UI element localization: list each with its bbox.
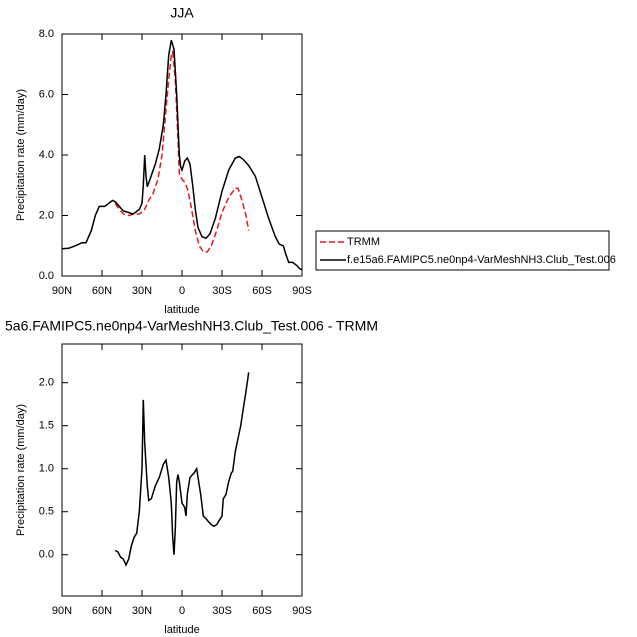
x-tick-label: 0 <box>179 285 185 297</box>
chart-title: JJA <box>170 5 194 21</box>
y-tick-label: 0.0 <box>39 270 54 282</box>
data-line <box>114 49 250 253</box>
legend-label: f.e15a6.FAMIPC5.ne0np4-VarMeshNH3.Club_T… <box>347 254 616 266</box>
y-tick-label: 1.5 <box>39 420 54 432</box>
x-tick-label: 30S <box>212 285 232 297</box>
x-axis-label: latitude <box>164 304 199 316</box>
y-tick-label: 8.0 <box>39 28 54 40</box>
y-tick-label: 1.0 <box>39 463 54 475</box>
y-axis-label: Precipitation rate (mm/day) <box>15 89 27 221</box>
legend-box <box>315 230 610 271</box>
x-tick-label: 60S <box>252 285 272 297</box>
chart-title: 5a6.FAMIPC5.ne0np4-VarMeshNH3.Club_Test.… <box>5 318 378 334</box>
plot-frame <box>61 343 303 597</box>
y-tick-label: 0.5 <box>39 506 54 518</box>
legend-label: TRMM <box>347 236 380 248</box>
y-tick-label: 2.0 <box>39 209 54 221</box>
y-axis-label: Precipitation rate (mm/day) <box>15 404 27 536</box>
y-tick-label: 6.0 <box>39 88 54 100</box>
data-line <box>61 39 303 271</box>
x-tick-label: 30N <box>132 605 152 617</box>
x-tick-label: 0 <box>179 605 185 617</box>
plot-frame <box>61 33 303 277</box>
x-tick-label: 30N <box>132 285 152 297</box>
x-tick-label: 30S <box>212 605 232 617</box>
y-tick-label: 4.0 <box>39 149 54 161</box>
x-tick-label: 90N <box>52 285 72 297</box>
x-tick-label: 90S <box>292 605 312 617</box>
x-tick-label: 90S <box>292 285 312 297</box>
y-tick-label: 2.0 <box>39 377 54 389</box>
x-tick-label: 90N <box>52 605 72 617</box>
x-axis-label: latitude <box>164 624 199 636</box>
x-tick-label: 60S <box>252 605 272 617</box>
y-tick-label: 0.0 <box>39 549 54 561</box>
data-line <box>114 372 250 567</box>
x-tick-label: 60N <box>92 605 112 617</box>
x-tick-label: 60N <box>92 285 112 297</box>
